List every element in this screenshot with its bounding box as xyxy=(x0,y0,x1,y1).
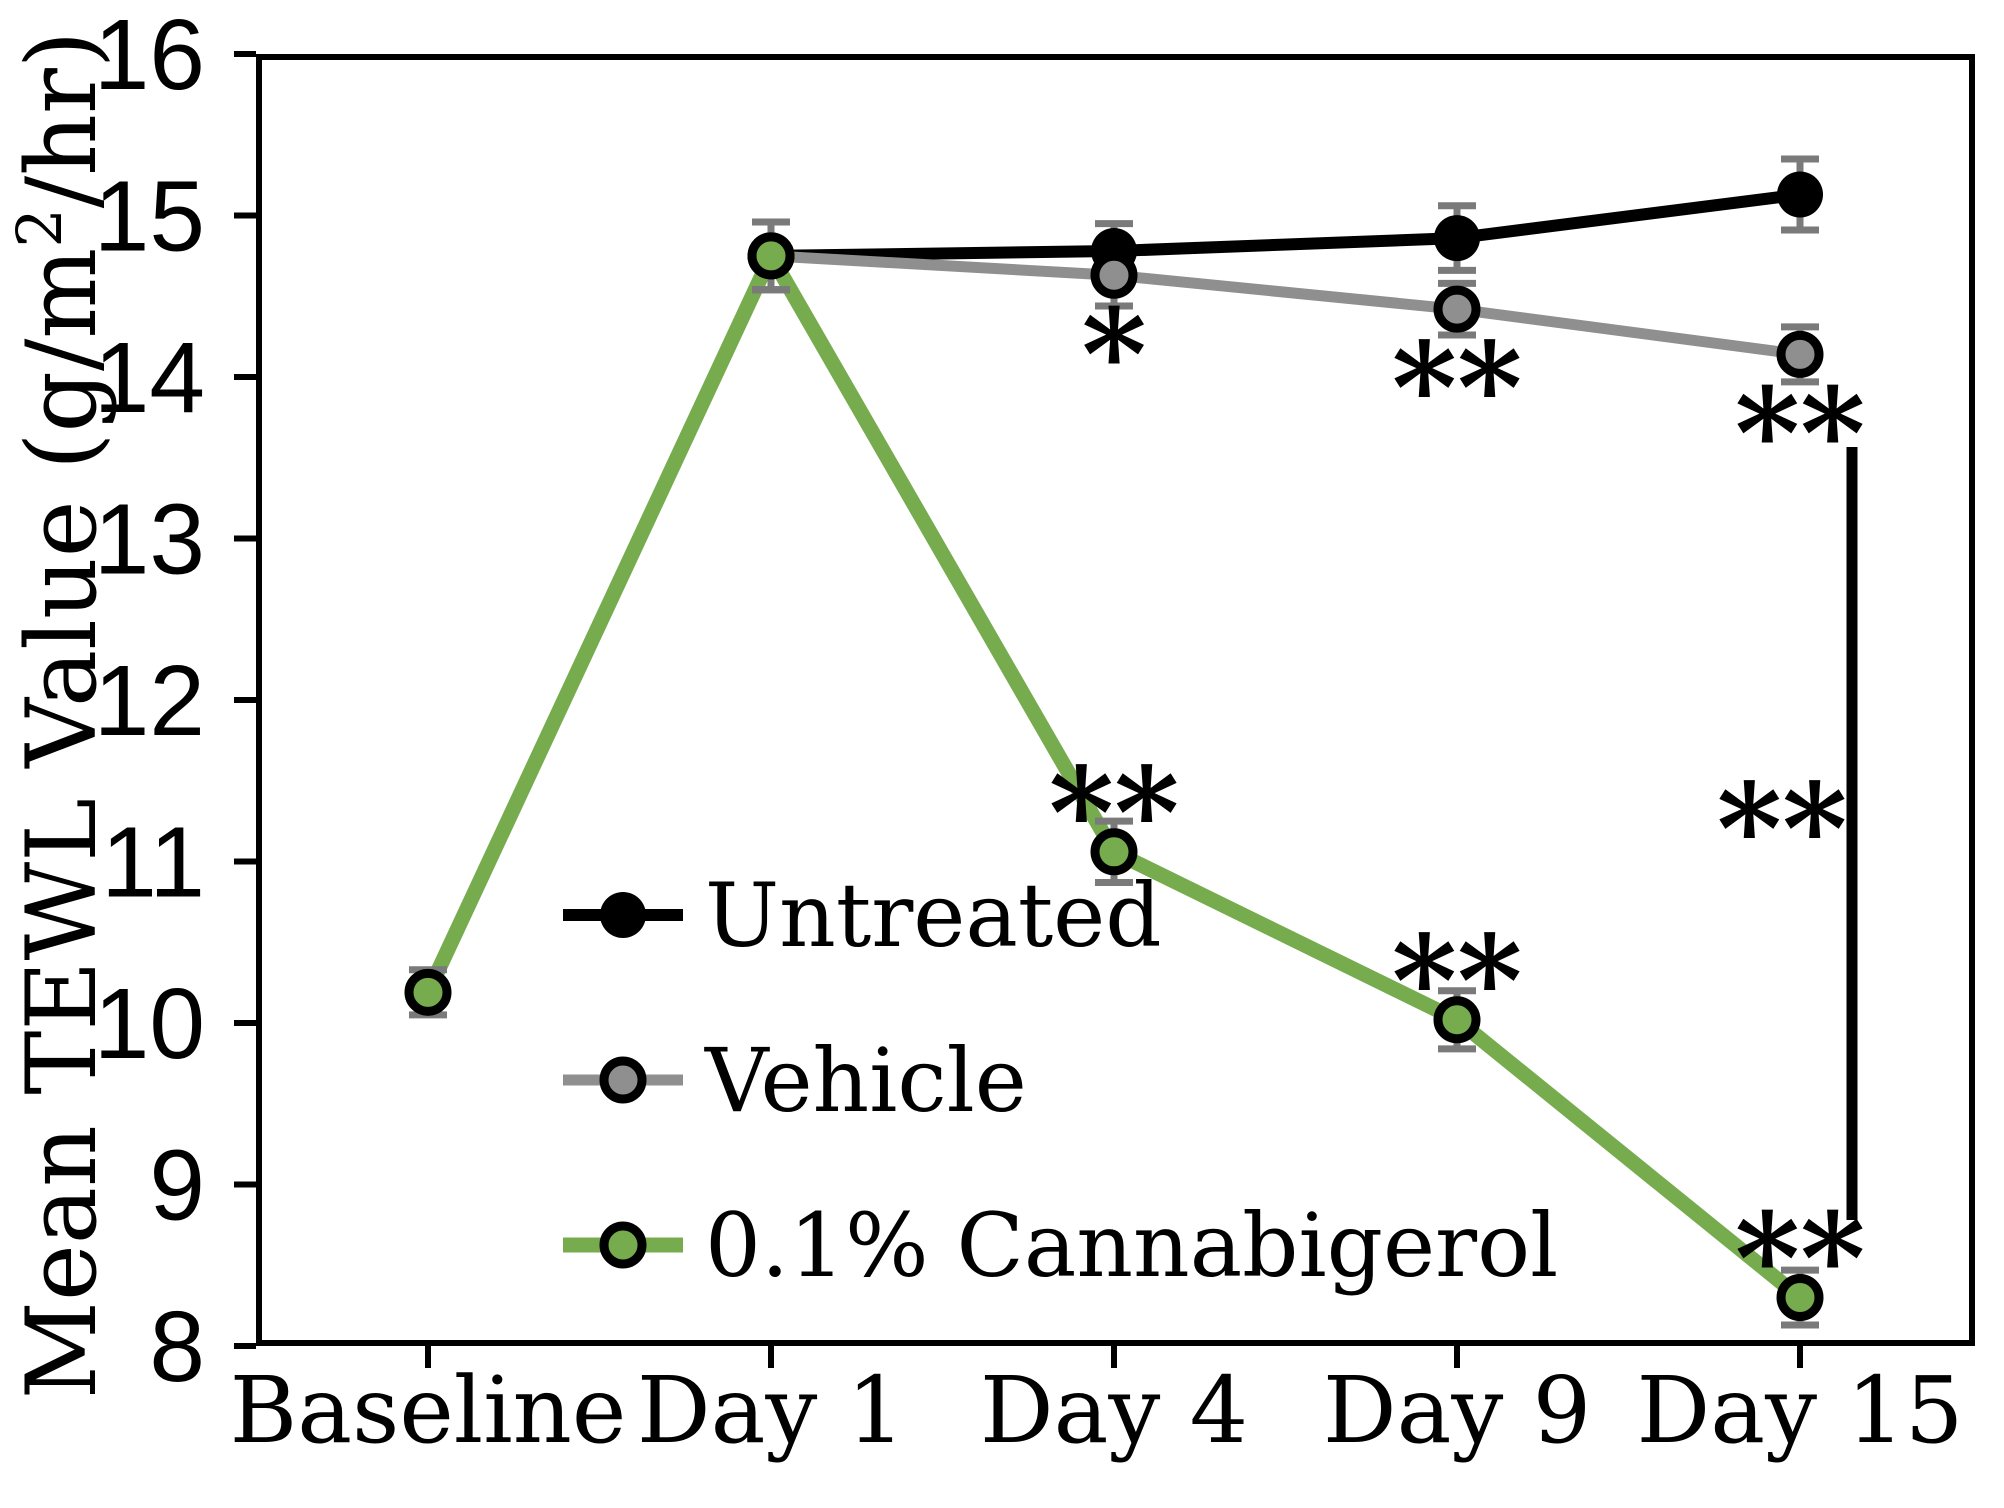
series-line-vehicle xyxy=(770,250,1801,360)
x-tick-label: Day 1 xyxy=(637,1357,905,1464)
y-tick-label: 10 xyxy=(94,968,205,1080)
legend-label-vehicle: Vehicle xyxy=(704,1029,1027,1132)
significance-asterisk: ** xyxy=(1049,740,1180,886)
y-tick-label: 12 xyxy=(94,645,205,757)
y-tick-label: 16 xyxy=(94,0,205,111)
legend-label-untreated: Untreated xyxy=(705,864,1162,967)
data-point-0-1-cannabigerol xyxy=(1090,828,1138,876)
data-point-0-1-cannabigerol xyxy=(1433,996,1481,1044)
x-tick-label: Day 15 xyxy=(1637,1357,1964,1464)
significance-asterisk: ** xyxy=(1735,1186,1866,1332)
legend-label-0-1-cannabigerol: 0.1% Cannabigerol xyxy=(705,1194,1558,1297)
significance-asterisk: ** xyxy=(1392,908,1523,1054)
y-tick-label: 15 xyxy=(94,161,205,273)
series-line-untreated xyxy=(770,188,1801,262)
y-tick-label: 11 xyxy=(101,807,205,919)
data-point-vehicle xyxy=(1090,251,1138,299)
legend-marker-untreated xyxy=(600,892,646,938)
data-point-0-1-cannabigerol xyxy=(747,232,795,280)
significance-asterisk: * xyxy=(1081,282,1146,428)
x-tick-label: Day 9 xyxy=(1323,1357,1591,1464)
data-point-0-1-cannabigerol xyxy=(404,968,452,1016)
y-tick-label: 8 xyxy=(149,1291,205,1403)
plot-border xyxy=(256,54,1975,1346)
legend-marker-vehicle xyxy=(599,1056,647,1104)
significance-asterisk: ** xyxy=(1392,316,1523,462)
data-point-untreated xyxy=(1777,171,1823,218)
legend-marker-0-1-cannabigerol xyxy=(599,1221,647,1269)
significance-bracket-asterisk: ** xyxy=(1717,757,1848,903)
data-point-untreated xyxy=(1434,215,1480,262)
y-tick-label: 14 xyxy=(94,322,205,434)
data-point-vehicle xyxy=(1776,330,1824,378)
y-tick-label: 9 xyxy=(149,1130,205,1242)
data-point-vehicle xyxy=(1433,285,1481,333)
x-tick-label: Baseline xyxy=(230,1357,627,1464)
x-tick-label: Day 4 xyxy=(980,1357,1248,1464)
significance-asterisk: ** xyxy=(1735,361,1866,507)
y-tick-label: 13 xyxy=(94,484,205,596)
data-point-0-1-cannabigerol xyxy=(1776,1274,1824,1322)
y-axis-title: Mean TEWL Value (g/m2/hr) xyxy=(3,31,118,1400)
